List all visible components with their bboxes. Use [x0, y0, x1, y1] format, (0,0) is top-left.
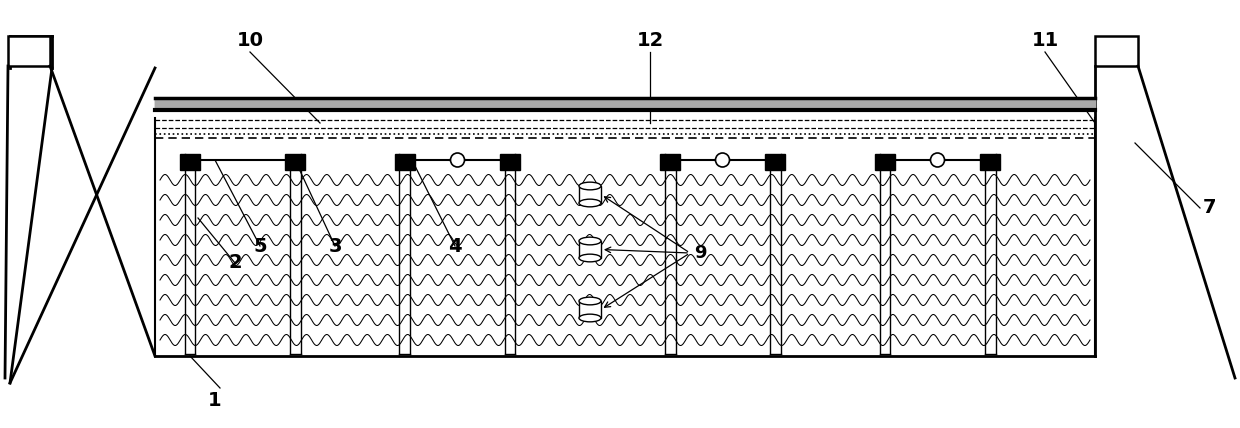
Bar — [180, 154, 200, 169]
Bar — [579, 186, 601, 203]
Text: 1: 1 — [208, 390, 222, 410]
Ellipse shape — [579, 297, 601, 305]
Bar — [285, 154, 305, 169]
Text: 10: 10 — [237, 30, 263, 50]
Ellipse shape — [579, 314, 601, 322]
Bar — [396, 154, 415, 169]
Bar — [765, 154, 785, 169]
Bar — [579, 301, 601, 318]
Text: 7: 7 — [1203, 199, 1216, 217]
Polygon shape — [1095, 36, 1138, 66]
Bar — [660, 154, 680, 169]
Ellipse shape — [579, 199, 601, 207]
Bar — [875, 154, 895, 169]
Ellipse shape — [579, 254, 601, 262]
Text: 4: 4 — [448, 237, 461, 256]
Circle shape — [930, 153, 945, 167]
Polygon shape — [7, 36, 50, 66]
Ellipse shape — [579, 182, 601, 190]
Text: 12: 12 — [636, 30, 663, 50]
Text: 3: 3 — [329, 237, 342, 256]
Circle shape — [715, 153, 729, 167]
Ellipse shape — [579, 237, 601, 245]
Bar — [579, 241, 601, 258]
Circle shape — [450, 153, 465, 167]
Text: 5: 5 — [253, 237, 267, 256]
Text: 11: 11 — [1032, 30, 1059, 50]
Bar — [980, 154, 999, 169]
Bar — [500, 154, 520, 169]
Text: 9: 9 — [693, 244, 707, 262]
Text: 2: 2 — [228, 253, 242, 273]
